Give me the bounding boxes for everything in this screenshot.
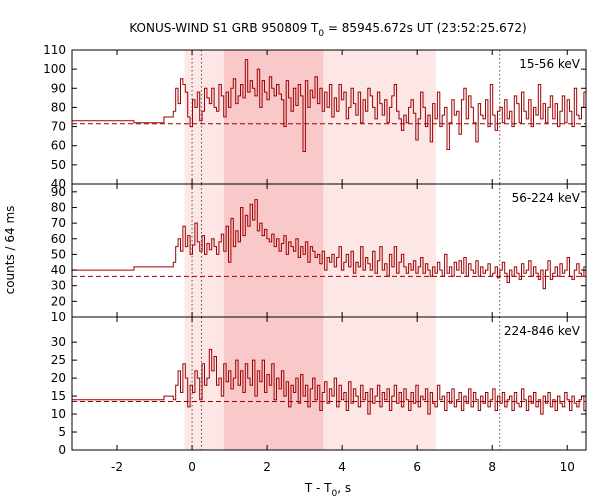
- y-tick-label: 60: [51, 139, 66, 153]
- shaded-interval-dark: [223, 184, 324, 317]
- x-tick-label: 10: [560, 460, 575, 474]
- y-tick-label: 30: [51, 279, 66, 293]
- chart-title: KONUS-WIND S1 GRB 950809 T0 = 85945.672s…: [129, 21, 526, 39]
- x-tick-label: 8: [488, 460, 496, 474]
- y-tick-label: 90: [51, 81, 66, 95]
- panel-frame: [71, 316, 587, 451]
- y-tick-label: 20: [51, 371, 66, 385]
- y-tick-label: 20: [51, 294, 66, 308]
- y-tick-label: 25: [51, 353, 66, 367]
- energy-band-label: 15-56 keV: [519, 57, 581, 71]
- panel-1: 40 50 60 70 80 90 100 110 15-56 keV: [43, 43, 587, 191]
- y-tick-label: 10: [51, 310, 66, 324]
- lightcurve-1: [72, 59, 586, 152]
- y-tick-label: 5: [58, 425, 66, 439]
- energy-band-label: 224-846 keV: [504, 324, 581, 338]
- y-tick-label: 70: [51, 120, 66, 134]
- y-tick-label: 90: [51, 185, 66, 199]
- y-axis-label: counts / 64 ms: [3, 206, 17, 295]
- y-tick-label: 70: [51, 216, 66, 230]
- lightcurve-3: [72, 348, 586, 415]
- y-tick-label: 80: [51, 200, 66, 214]
- y-tick-label: 100: [43, 62, 66, 76]
- y-tick-label: 110: [43, 43, 66, 57]
- y-tick-label: 15: [51, 389, 66, 403]
- y-tick-label: 10: [51, 407, 66, 421]
- y-tick-label: 80: [51, 100, 66, 114]
- x-tick-label: 6: [413, 460, 421, 474]
- x-tick-label: 2: [263, 460, 271, 474]
- y-tick-label: 60: [51, 232, 66, 246]
- panel-3: 0 5 10 15 20 25 30 224-846 keV: [51, 316, 587, 457]
- shaded-interval-dark: [223, 50, 324, 184]
- y-tick-label: 0: [58, 443, 66, 457]
- y-tick-label: 40: [51, 263, 66, 277]
- y-tick-label: 50: [51, 247, 66, 261]
- lightcurve-2: [72, 199, 586, 290]
- energy-band-label: 56-224 keV: [512, 191, 581, 205]
- y-tick-label: 40: [51, 177, 66, 191]
- x-axis-ticks: -2 0 2 4 6 8 10: [111, 460, 575, 474]
- x-axis-label: T - T0, s: [304, 481, 351, 499]
- y-tick-label: 30: [51, 335, 66, 349]
- x-tick-label: 0: [188, 460, 196, 474]
- y-tick-label: 50: [51, 158, 66, 172]
- x-tick-label: 4: [338, 460, 346, 474]
- x-tick-label: -2: [111, 460, 123, 474]
